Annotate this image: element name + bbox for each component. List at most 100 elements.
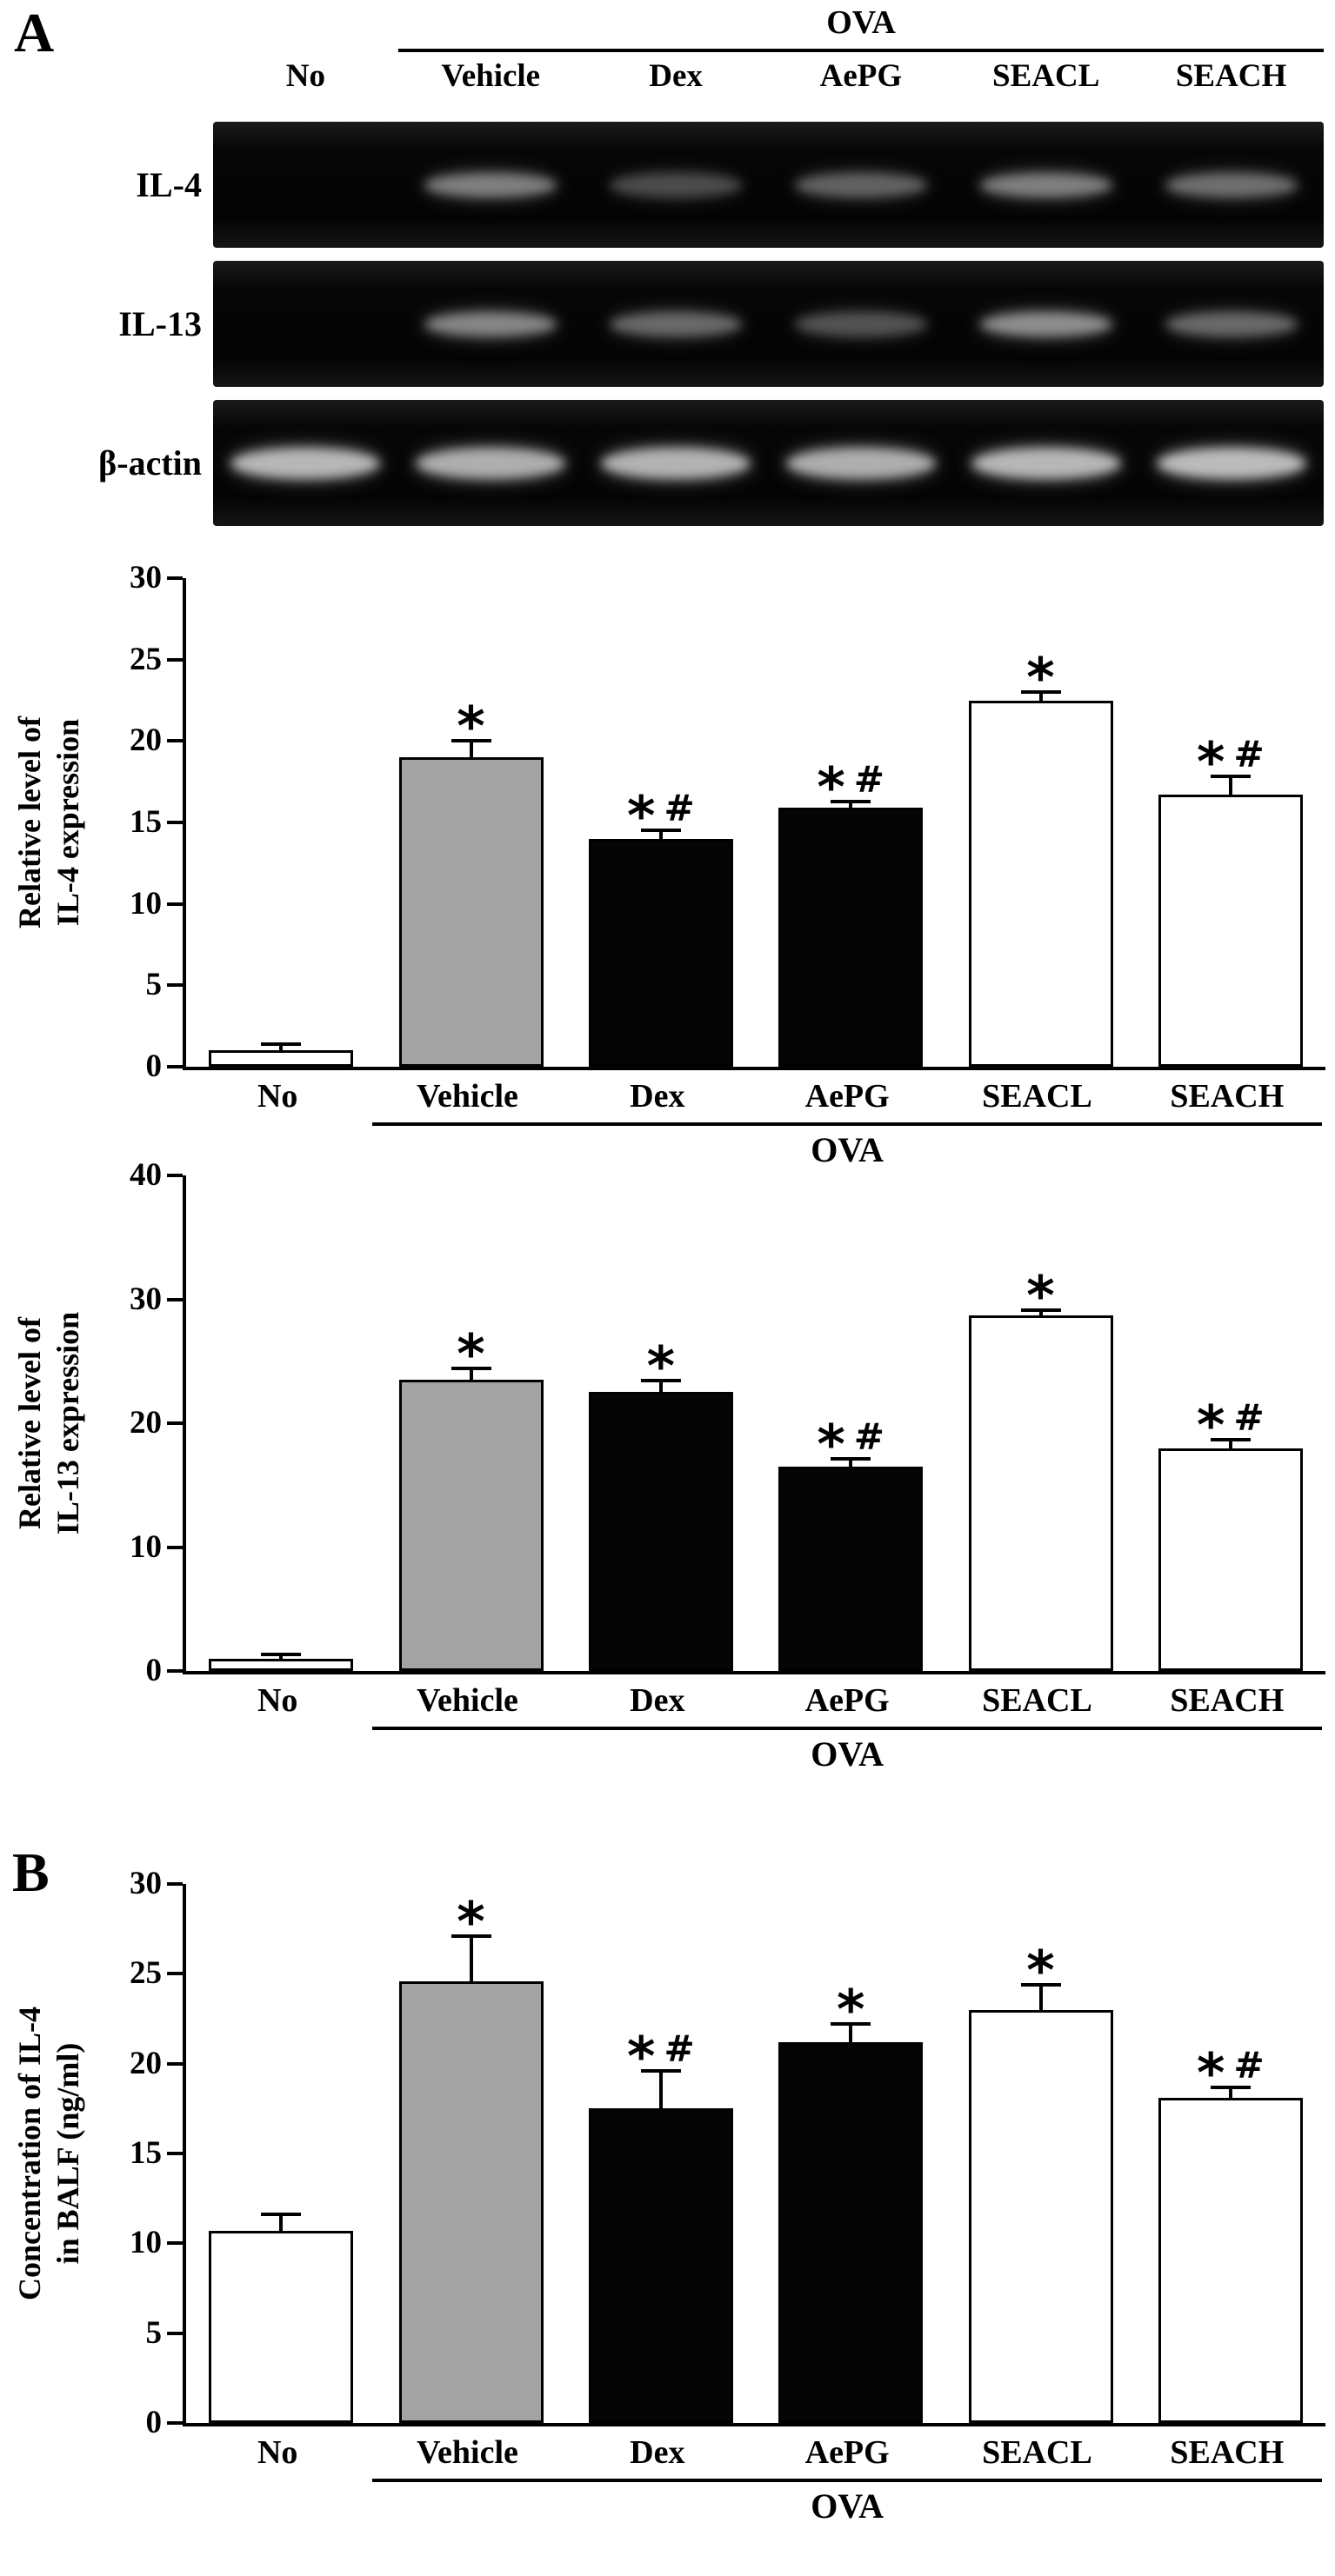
y-axis-title: Relative level of IL-13 expression (10, 1175, 87, 1671)
significance-hash: # (1233, 2043, 1265, 2087)
chart-il13-expression: Relative level of IL-13 expression * * * # * * #… (0, 1157, 1335, 1823)
error-bar-cap (831, 1456, 871, 1461)
gel-band (424, 311, 557, 336)
error-bar (469, 742, 473, 760)
significance-asterisk: * (627, 2025, 656, 2088)
significance-asterisk: * (627, 784, 656, 849)
x-tick-label-no: No (257, 2434, 298, 2471)
significance-asterisk: * (457, 695, 485, 759)
error-bar-cap (1210, 2085, 1251, 2089)
error-bar (279, 1655, 284, 1661)
y-tick-label: 5 (145, 2314, 163, 2351)
y-tick-label: 40 (130, 1157, 162, 1193)
y-tick (167, 2421, 183, 2425)
error-bar (279, 2216, 284, 2233)
ova-group-label: OVA (811, 1130, 884, 1169)
error-bar (1038, 694, 1043, 702)
y-tick-label: 30 (130, 560, 162, 596)
error-bar (849, 802, 853, 810)
bar-aepg (778, 1466, 924, 1671)
bar-vehicle (398, 1980, 544, 2423)
bar-dex (588, 2108, 733, 2423)
error-bar (658, 1381, 663, 1395)
significance-asterisk: * (1197, 1394, 1225, 1458)
y-tick-label: 10 (130, 885, 162, 922)
y-tick (167, 1065, 183, 1068)
y-tick-label: 15 (130, 2135, 162, 2171)
significance-hash: # (1233, 1396, 1265, 1440)
bar-seacl (968, 2009, 1113, 2423)
significance-annotation: * # (1136, 1389, 1325, 1453)
ova-group-underline (372, 2479, 1322, 2482)
bar-no (209, 1658, 354, 1671)
error-bar-cap (1020, 1308, 1061, 1312)
y-tick (167, 1669, 183, 1673)
y-tick (167, 1545, 183, 1549)
error-bar (1038, 1986, 1043, 2012)
gel-band (610, 311, 743, 336)
error-bar-cap (831, 799, 871, 803)
y-tick-label: 15 (130, 804, 162, 840)
bar-seacl (968, 700, 1113, 1067)
panel-a-label: A (14, 2, 55, 63)
y-tick (167, 576, 183, 580)
significance-asterisk: * (1026, 1263, 1055, 1328)
x-tick-label-vehicle: Vehicle (417, 1078, 518, 1115)
bar-vehicle (398, 1380, 544, 1671)
significance-asterisk: * (1026, 646, 1055, 710)
significance-hash: # (664, 2027, 695, 2070)
significance-asterisk: * (817, 1412, 845, 1476)
y-tick (167, 739, 183, 743)
gel-band (1165, 311, 1298, 336)
gel-band (794, 311, 927, 336)
y-axis-title: Concentration of IL-4 in BALF (ng/ml) (10, 1884, 87, 2423)
y-tick (167, 1972, 183, 1976)
y-tick-label: 10 (130, 1528, 162, 1565)
gel-column-header-dex: Dex (649, 58, 703, 94)
ova-group-underline (372, 1727, 1322, 1730)
significance-annotation: * (376, 1318, 565, 1381)
significance-annotation: * (756, 1974, 945, 2037)
gel-band (610, 172, 743, 197)
gel-band (230, 447, 381, 479)
y-tick-label: 30 (130, 1281, 162, 1317)
significance-asterisk: * (817, 755, 845, 819)
chart-il4-expression: Relative level of IL-4 expression * * # * # * * #… (0, 560, 1335, 1219)
significance-annotation: * (566, 1330, 756, 1393)
y-axis-title-line: IL-4 expression (50, 718, 85, 927)
bar-no (209, 1050, 354, 1067)
significance-annotation: * (376, 690, 565, 754)
ova-group-label: OVA (811, 1734, 884, 1774)
plot-area: * * * # * * # (183, 1175, 1325, 1674)
bar-no (209, 2230, 354, 2423)
bar-vehicle (398, 757, 544, 1067)
y-tick-label: 25 (130, 641, 162, 677)
bar-seach (1158, 1448, 1303, 1671)
x-tick-label-no: No (257, 1682, 298, 1719)
gel-row-label: β-actin (98, 443, 202, 483)
gel-band (601, 447, 751, 479)
significance-annotation: * # (756, 751, 945, 815)
gel-band (416, 447, 566, 479)
y-tick-label: 10 (130, 2225, 162, 2261)
y-tick-label: 20 (130, 2045, 162, 2081)
y-axis-title-line: IL-13 expression (50, 1311, 85, 1535)
gel-column-header-seach: SEACH (1175, 58, 1287, 94)
error-bar-cap (1020, 1982, 1061, 1987)
gel-band (1156, 447, 1306, 479)
x-tick-label-aepg: AePG (804, 1682, 890, 1719)
bar-seach (1158, 795, 1303, 1067)
gel-row-label: IL-13 (118, 304, 202, 343)
gel-lane-strip (213, 122, 1324, 248)
significance-annotation: * # (566, 2020, 756, 2084)
chart-il4-balf-concentration: Concentration of IL-4 in BALF (ng/ml) * * # *… (0, 1866, 1335, 2575)
error-bar-cap (640, 1378, 681, 1382)
gel-group-overline (398, 49, 1324, 52)
significance-annotation: * # (756, 1408, 945, 1472)
significance-annotation: * # (1136, 726, 1325, 789)
bar-aepg (778, 808, 924, 1067)
error-bar-cap (1020, 690, 1061, 695)
ova-group-label: OVA (811, 2486, 884, 2526)
x-tick-label-seacl: SEACL (982, 2434, 1092, 2471)
y-tick-label: 0 (145, 1048, 163, 1084)
